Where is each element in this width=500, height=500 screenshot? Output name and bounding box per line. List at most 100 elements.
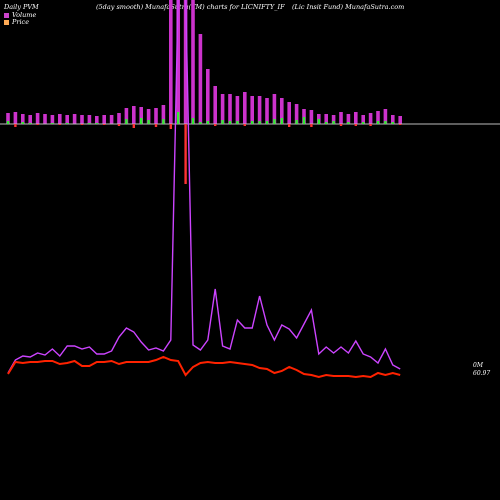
volume-bar [250,96,254,124]
volume-bar [228,94,232,124]
volume-bar [198,34,203,124]
price-line [7,355,401,379]
volume-bar [287,102,291,124]
pvm-bar [302,117,306,124]
volume-bar [13,112,18,124]
pvm-bar [310,124,313,127]
pvm-bar [191,118,195,124]
volume-bar [206,69,210,124]
pvm-bar [376,121,380,124]
volume-bar [109,115,114,124]
legend-volume-label: Volume [12,11,37,19]
header-left: Daily PVM [4,3,39,11]
volume-bar [58,114,62,124]
pvm-bar [88,123,91,124]
volume-bar [43,114,47,124]
volume-bar [80,115,84,124]
pvm-bar [265,121,269,124]
header-center-right: (Lic Insit Fund) MunafaSutra.com [292,3,405,11]
pvm-bar [258,121,261,124]
volume-bar [331,115,336,124]
pvm-bar [399,124,402,125]
volume-bar [213,86,217,124]
volume-bar [368,113,373,124]
volume-bar [28,115,32,124]
volume-bar [302,109,306,124]
pvm-bar [125,119,128,124]
volume-bar [280,98,284,124]
pvm-bar [199,122,202,124]
pvm-bar [206,121,209,124]
volume-bar [183,0,188,124]
pvm-line [7,0,401,374]
pvm-bar [154,124,158,127]
end-label-price: 60.97 [473,370,490,377]
pvm-bar [14,124,17,127]
pvm-bar [140,118,143,124]
volume-bar [117,113,121,124]
volume-bar [124,108,129,124]
volume-bar [339,112,343,124]
pvm-bar [339,124,343,126]
volume-bar [324,114,328,124]
pvm-bar [214,124,217,126]
volume-bar [220,94,225,124]
pvm-bar [369,124,372,126]
volume-bar [169,0,173,124]
volume-bar [50,115,55,124]
pvm-bar [288,124,291,127]
volume-bar [161,105,166,124]
legend-volume-swatch [4,12,9,18]
volume-bar [272,94,277,124]
pvm-bar [384,121,387,124]
volume-bar [398,116,402,124]
pvm-bar [236,121,239,124]
volume-bar [95,116,99,124]
pvm-bars [6,112,402,184]
pvm-bar [29,123,32,124]
volume-bar [309,110,314,124]
volume-bar [72,114,77,124]
volume-bar [361,115,365,124]
volume-bar [102,115,106,124]
volume-bar [6,113,10,124]
volume-bar [154,108,158,124]
pvm-bar [251,121,254,124]
volume-bar [146,109,151,124]
volume-bar [294,104,299,124]
volume-bar [87,115,92,124]
legend-price: Price [4,18,29,26]
pvm-bar [243,124,246,126]
pvm-bar [169,124,172,129]
pvm-bar [347,122,350,124]
volume-bar [346,114,351,124]
pvm-bar [66,123,69,124]
volume-bar [243,92,247,124]
pvm-bar [147,120,150,124]
volume-bar [139,107,143,124]
volume-bar [21,114,25,124]
pvm-bar [362,122,365,124]
pvm-bar [280,118,283,124]
pvm-bar [177,112,180,124]
volume-bar [391,115,395,124]
pvm-bar [21,122,24,124]
pvm-bar [162,119,165,124]
pvm-bar [80,124,84,125]
pvm-bar [228,121,232,124]
pvm-bar [221,120,224,124]
volume-bar [191,0,195,124]
pvm-bar [391,122,394,124]
pvm-bar [325,122,328,124]
pvm-bar [51,123,54,124]
pvm-bar [117,124,121,126]
volume-bar [35,113,40,124]
volume-bar [376,111,380,124]
legend-price-label: Price [12,18,30,26]
volume-bar [176,0,180,124]
pvm-bar [36,124,39,125]
volume-bar [235,96,240,124]
volume-bar [265,98,269,124]
end-label-volume: 0M [473,362,484,369]
